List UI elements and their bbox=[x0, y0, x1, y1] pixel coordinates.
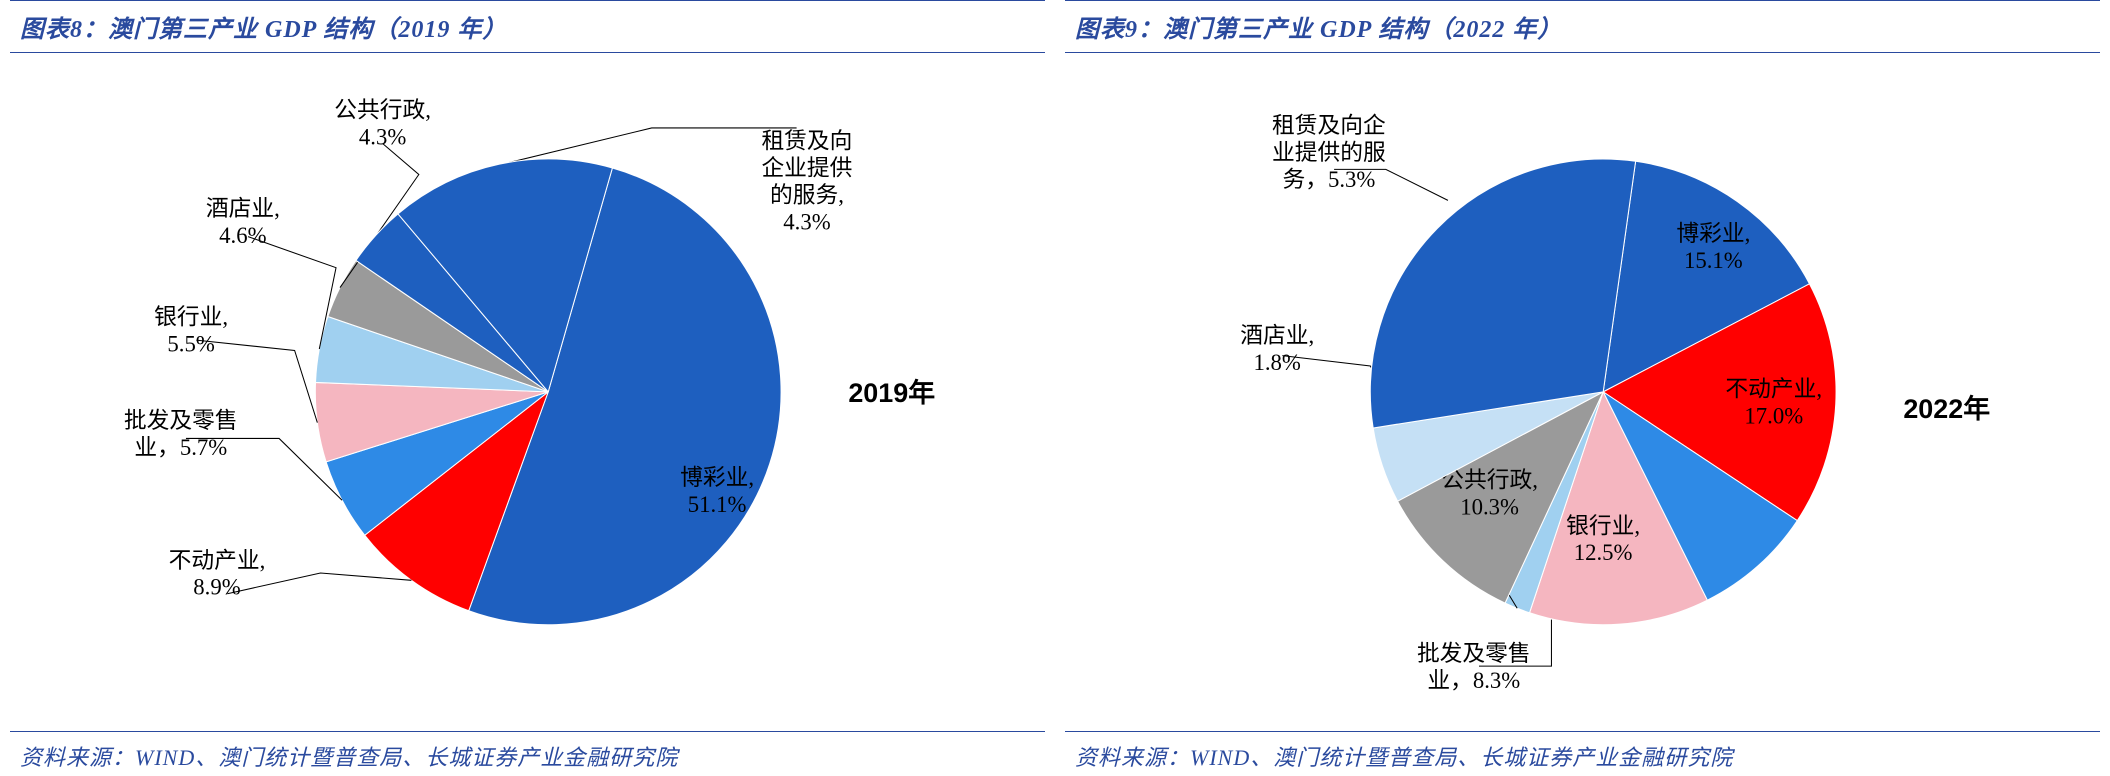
year-label: 2022年 bbox=[1903, 393, 1990, 424]
svg-text:批发及零售业，8.3%: 批发及零售业，8.3% bbox=[1417, 641, 1531, 693]
leader-line bbox=[248, 237, 336, 349]
svg-text:租赁及向企业提供的服务，5.3%: 租赁及向企业提供的服务，5.3% bbox=[1272, 113, 1386, 192]
right-chart-area: 博彩业,15.1%不动产业,17.0%批发及零售业，8.3%银行业,12.5%酒… bbox=[1065, 53, 2100, 731]
svg-text:博彩业,15.1%: 博彩业,15.1% bbox=[1676, 221, 1750, 273]
svg-text:批发及零售业，5.7%: 批发及零售业，5.7% bbox=[124, 408, 238, 460]
svg-text:公共行政,4.3%: 公共行政,4.3% bbox=[334, 98, 431, 150]
svg-text:博彩业,51.1%: 博彩业,51.1% bbox=[680, 465, 754, 517]
left-pie-chart: 博彩业,51.1% 不动产业,8.9% 批发及零售业，5.7% 银行业,5.5% 酒店业… bbox=[10, 53, 1045, 731]
left-panel: 图表8：澳门第三产业 GDP 结构（2019 年） 博彩业,51.1% 不动产业,… bbox=[0, 0, 1055, 770]
year-label: 2019年 bbox=[848, 377, 935, 408]
left-source: 资料来源：WIND、澳门统计暨普查局、长城证券产业金融研究院 bbox=[10, 731, 1045, 776]
right-panel: 图表9：澳门第三产业 GDP 结构（2022 年） 博彩业,15.1%不动产业,… bbox=[1055, 0, 2110, 770]
left-chart-area: 博彩业,51.1% 不动产业,8.9% 批发及零售业，5.7% 银行业,5.5% 酒店业… bbox=[10, 53, 1045, 731]
svg-text:酒店业,4.6%: 酒店业,4.6% bbox=[206, 196, 280, 248]
left-title: 图表8：澳门第三产业 GDP 结构（2019 年） bbox=[10, 0, 1045, 53]
right-title: 图表9：澳门第三产业 GDP 结构（2022 年） bbox=[1065, 0, 2100, 53]
svg-text:银行业,5.5%: 银行业,5.5% bbox=[154, 305, 228, 357]
svg-text:不动产业,8.9%: 不动产业,8.9% bbox=[169, 548, 266, 600]
svg-text:酒店业,1.8%: 酒店业,1.8% bbox=[1240, 323, 1314, 375]
right-source: 资料来源：WIND、澳门统计暨普查局、长城证券产业金融研究院 bbox=[1065, 731, 2100, 776]
pie-slice-remainder bbox=[1370, 159, 1635, 428]
leader-line bbox=[227, 573, 411, 594]
right-pie-chart: 博彩业,15.1%不动产业,17.0%批发及零售业，8.3%银行业,12.5%酒… bbox=[1065, 53, 2100, 731]
svg-text:租赁及向企业提供的服务,4.3%: 租赁及向企业提供的服务,4.3% bbox=[761, 129, 852, 235]
chart-pair-container: 图表8：澳门第三产业 GDP 结构（2019 年） 博彩业,51.1% 不动产业,… bbox=[0, 0, 2110, 770]
svg-text:银行业,12.5%: 银行业,12.5% bbox=[1566, 513, 1640, 565]
